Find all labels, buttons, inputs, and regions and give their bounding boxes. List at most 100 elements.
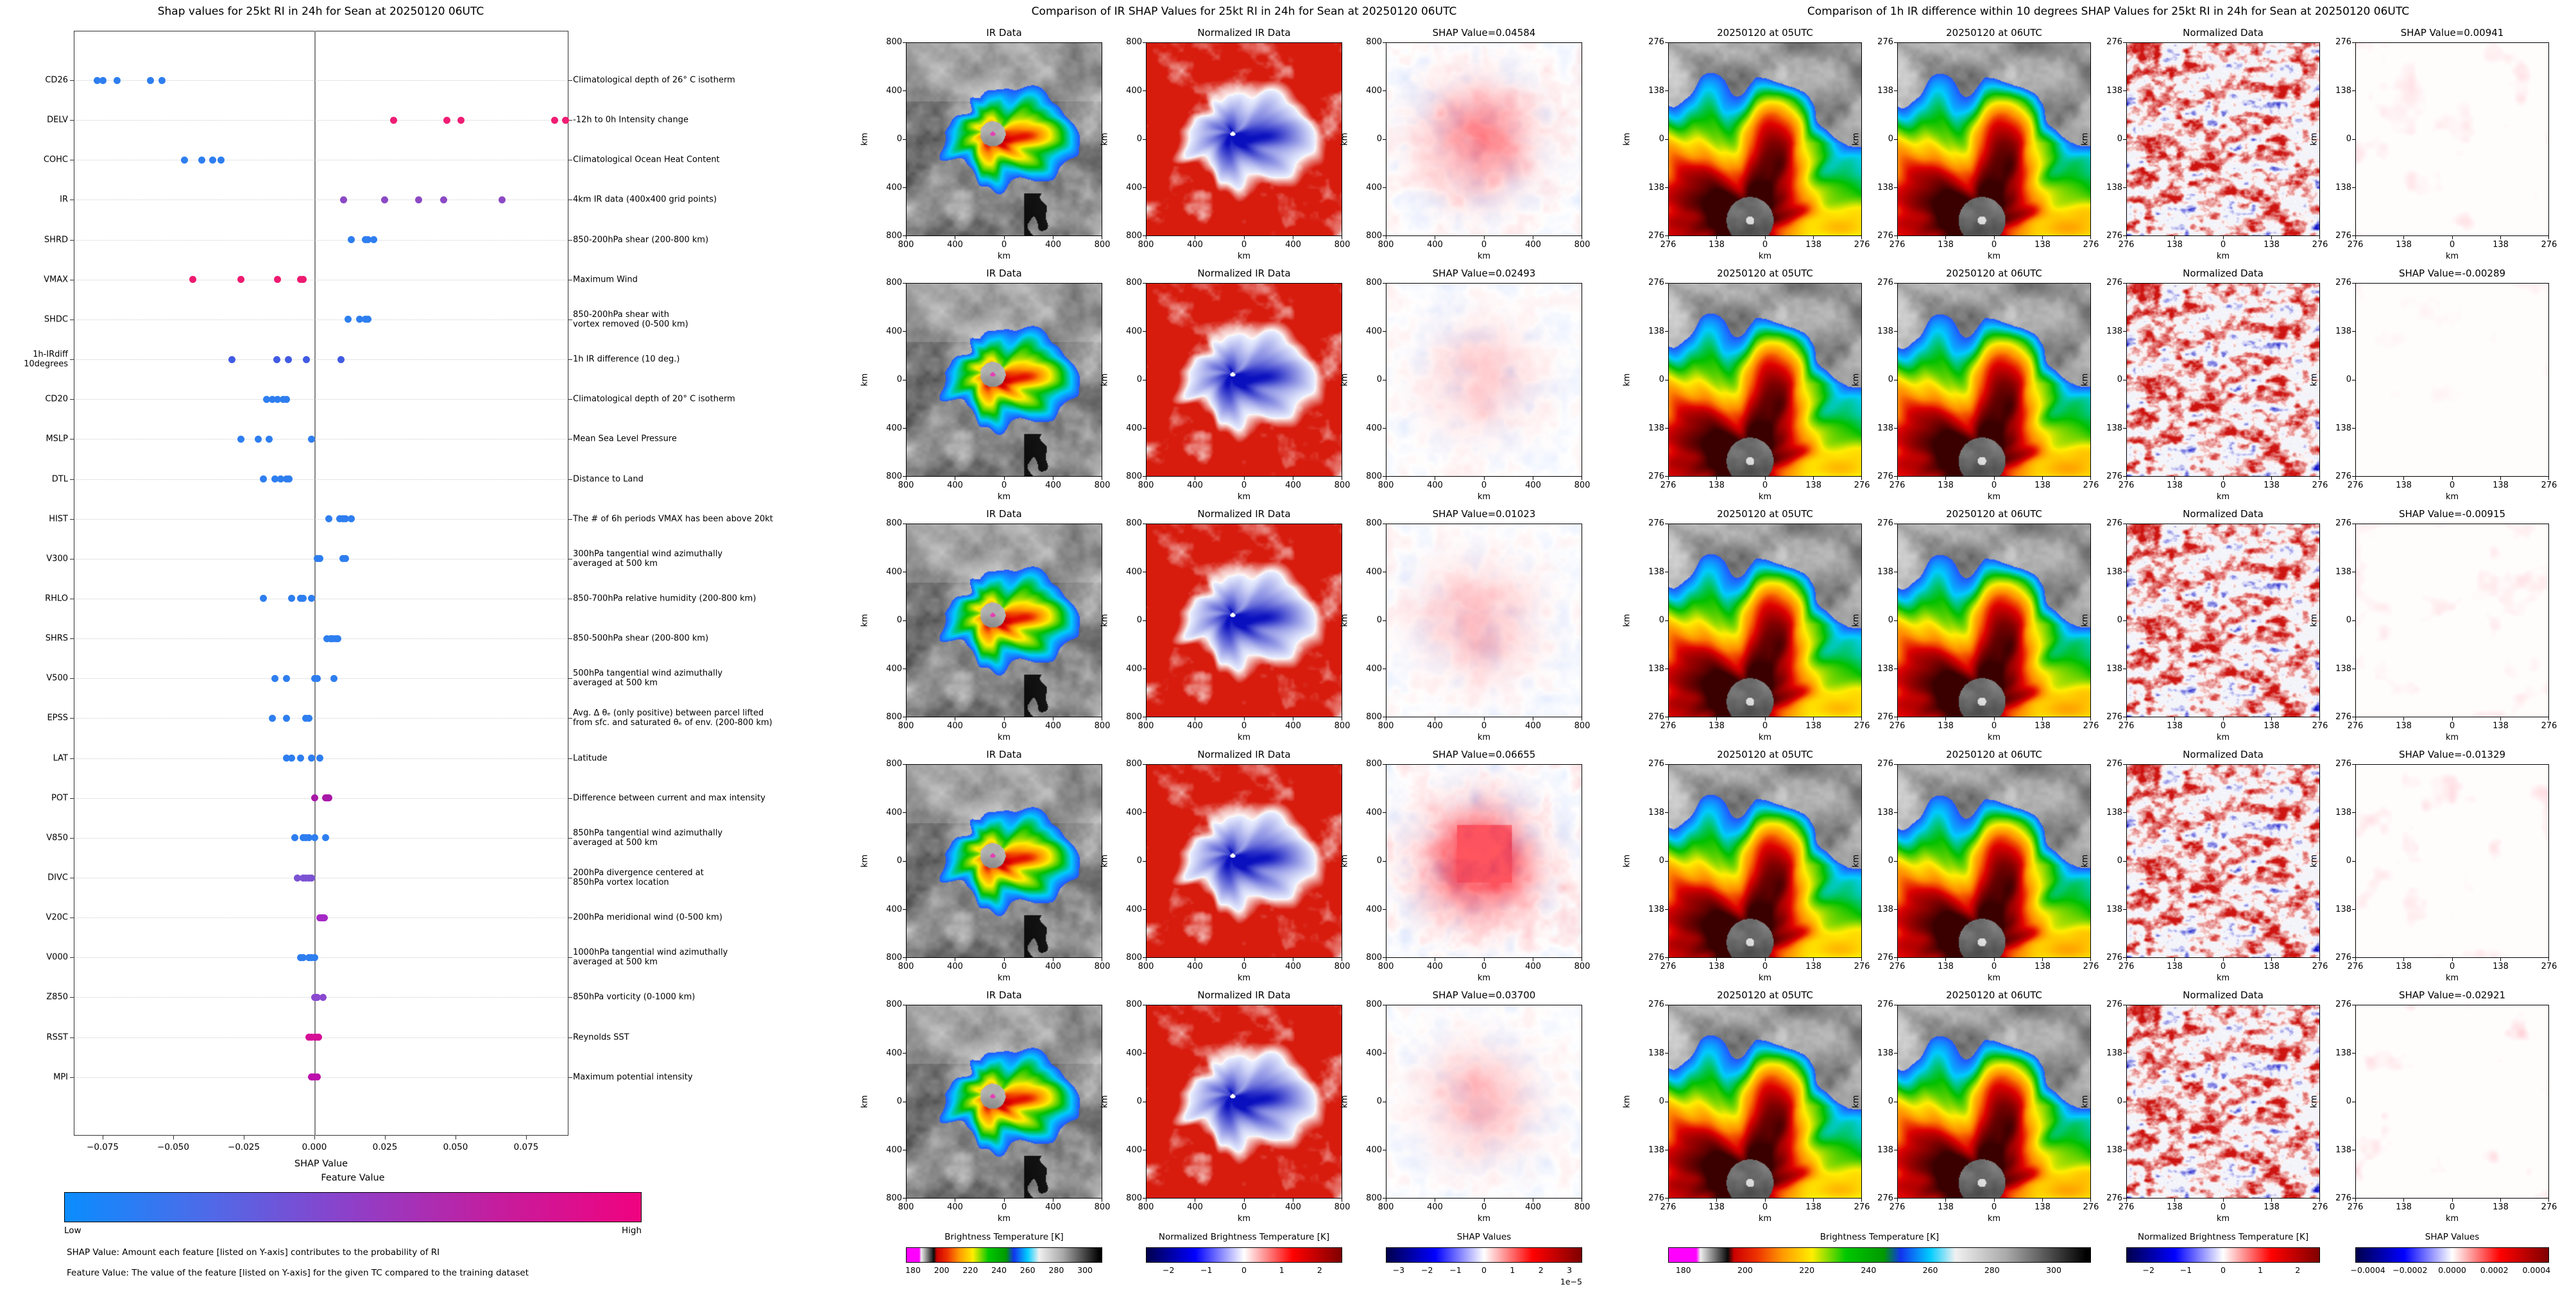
shap-dot xyxy=(316,555,324,563)
y-tick-label: 276 xyxy=(1877,759,1893,769)
y-axis-tick xyxy=(2352,235,2355,236)
y-axis-tick xyxy=(70,1077,74,1078)
y-axis-tick xyxy=(903,812,906,814)
normalized-ir-map-row5-canvas xyxy=(1147,1005,1342,1198)
y-axis-tick xyxy=(1665,1198,1668,1199)
x-tick-label: 276 xyxy=(1854,1202,1870,1212)
x-axis-tick xyxy=(1146,717,1147,721)
x-tick-label: 0 xyxy=(2449,1202,2455,1212)
x-tick-label: 400 xyxy=(1187,962,1203,971)
feature-description: Difference between current and max inten… xyxy=(573,793,765,803)
y-tick-label: 800 xyxy=(886,37,902,47)
ir-shap-map-row5-title: SHAP Value=0.03700 xyxy=(1432,989,1536,1001)
x-axis-tick xyxy=(2090,477,2091,480)
x-tick-label: 276 xyxy=(2118,1202,2135,1212)
shap-dot xyxy=(325,794,332,802)
y-axis-tick xyxy=(70,120,74,121)
colorbar-tick-label: 0 xyxy=(1481,1265,1487,1275)
colorbar xyxy=(1146,1247,1342,1263)
shap-dot xyxy=(299,276,307,284)
y-tick-label: 0 xyxy=(2346,375,2351,384)
x-tick-label: 0 xyxy=(1241,962,1247,971)
x-tick-label: 276 xyxy=(2541,721,2557,731)
y-axis-tick xyxy=(568,120,572,121)
x-tick-label: 138 xyxy=(2493,1202,2509,1212)
ir-data-map-row3-title: IR Data xyxy=(986,508,1022,520)
y-tick-label: 0 xyxy=(2117,856,2122,866)
x-tick-label: 276 xyxy=(2347,1202,2364,1212)
colorbar-tick-label: 2 xyxy=(1317,1265,1322,1275)
y-axis-tick xyxy=(1383,139,1386,140)
shap-dot xyxy=(330,674,338,682)
x-axis-tick xyxy=(1003,477,1005,480)
y-tick-label: 276 xyxy=(1877,1193,1893,1203)
x-tick-label: 400 xyxy=(1285,721,1301,731)
y-tick-label: 800 xyxy=(886,278,902,287)
ir-06utc-map-row1 xyxy=(1897,42,2091,236)
y-tick-label: 0 xyxy=(1376,134,1382,144)
x-tick-label: 276 xyxy=(1889,721,1906,731)
ir-shap-map-row4-canvas xyxy=(1386,765,1582,957)
x-axis-tick xyxy=(2222,958,2224,961)
y-tick-label: 138 xyxy=(2335,807,2351,817)
x-axis-km-label: km xyxy=(2445,252,2459,261)
shap-dot xyxy=(266,435,273,443)
normalized-ir-map-row5-title: Normalized IR Data xyxy=(1197,989,1291,1001)
shap-dot xyxy=(262,395,270,403)
irdiff-shap-map-row5 xyxy=(2355,1005,2549,1199)
y-tick-label: 800 xyxy=(1366,472,1382,481)
ir-05utc-map-row1-title: 20250120 at 05UTC xyxy=(1717,27,1813,38)
feature-row-label: V850 xyxy=(46,833,68,843)
y-axis-tick xyxy=(1894,139,1897,140)
ir-06utc-map-row4 xyxy=(1897,764,2091,958)
y-axis-tick xyxy=(1143,187,1146,188)
y-tick-label: 0 xyxy=(1376,856,1382,866)
x-axis-tick xyxy=(2452,958,2453,961)
x-axis-km-label: km xyxy=(2445,1214,2459,1224)
irdiff-shap-map-row1-canvas xyxy=(2356,43,2548,235)
ir-05utc-map-row4 xyxy=(1668,764,1862,958)
normalized-ir-map-row1-canvas xyxy=(1147,43,1342,235)
x-tick-label: 0 xyxy=(1762,721,1768,731)
x-axis-km-label: km xyxy=(1477,973,1491,983)
colorbar-tick-label: 280 xyxy=(1984,1265,2000,1275)
y-axis-tick xyxy=(1143,476,1146,477)
normalized-diff-map-row2-title: Normalized Data xyxy=(2183,268,2264,279)
x-tick-label: 138 xyxy=(2034,962,2051,971)
x-axis-km-label: km xyxy=(1477,252,1491,261)
x-tick-label: 400 xyxy=(1285,240,1301,250)
feature-description: 850-200hPa shear with vortex removed (0-… xyxy=(573,309,688,329)
y-axis-tick xyxy=(70,359,74,361)
y-axis-tick xyxy=(70,997,74,998)
ir-05utc-map-row3-canvas xyxy=(1669,524,1861,717)
y-axis-tick xyxy=(2352,860,2355,862)
colorbar-tick-label: 0 xyxy=(2221,1265,2226,1275)
colorbar-tick-label: −2 xyxy=(1162,1265,1175,1275)
shap-dot xyxy=(147,76,155,84)
x-tick-label: 138 xyxy=(1805,240,1821,250)
y-axis-tick xyxy=(568,678,572,679)
y-tick-label: 138 xyxy=(1648,1145,1664,1155)
normalized-diff-map-row3-canvas xyxy=(2127,524,2319,717)
y-tick-label: 276 xyxy=(1648,953,1664,962)
colorbar-title: Normalized Brightness Temperature [K] xyxy=(2137,1232,2309,1242)
x-axis-tick xyxy=(2403,1199,2405,1202)
x-axis-tick xyxy=(1716,236,1718,239)
y-tick-label: 0 xyxy=(2117,1097,2122,1106)
y-axis-tick xyxy=(1383,860,1386,862)
x-tick-label: 138 xyxy=(2034,481,2051,490)
x-tick-label: 276 xyxy=(2312,240,2328,250)
x-tick-label: 800 xyxy=(898,1202,914,1212)
ir-data-map-row3-canvas xyxy=(907,524,1102,717)
x-tick-label: 800 xyxy=(1094,721,1111,731)
x-tick-label: 276 xyxy=(2347,240,2364,250)
y-tick-label: 276 xyxy=(1877,712,1893,722)
colorbar-tick-label: 300 xyxy=(2046,1265,2061,1275)
x-axis-tick xyxy=(1483,717,1485,721)
y-tick-label: 138 xyxy=(2335,1048,2351,1058)
x-tick-label: 800 xyxy=(1574,1202,1591,1212)
y-tick-label: 0 xyxy=(1659,615,1664,625)
x-tick-label: 276 xyxy=(1889,1202,1906,1212)
x-tick-label: 276 xyxy=(1660,1202,1676,1212)
y-tick-label: 0 xyxy=(2117,375,2122,384)
